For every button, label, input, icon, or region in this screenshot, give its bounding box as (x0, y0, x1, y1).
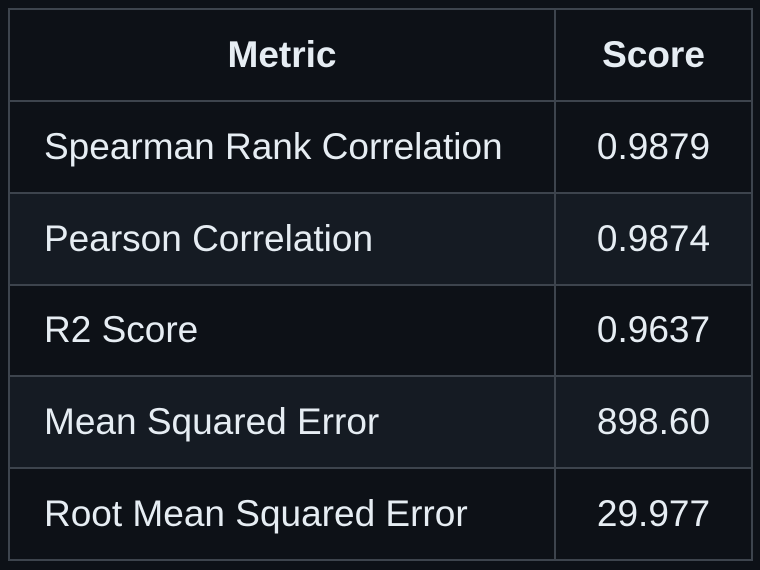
table-row: R2 Score 0.9637 (8, 283, 753, 378)
metric-cell: Mean Squared Error (8, 375, 556, 470)
table-row: Spearman Rank Correlation 0.9879 (8, 100, 753, 194)
metrics-table: Metric Score Spearman Rank Correlation 0… (8, 8, 753, 561)
table-row: Pearson Correlation 0.9874 (8, 191, 753, 286)
metric-cell: Spearman Rank Correlation (8, 100, 556, 194)
header-score: Score (554, 8, 753, 102)
score-cell: 0.9874 (554, 191, 753, 286)
table-row: Mean Squared Error 898.60 (8, 375, 753, 470)
score-cell: 0.9879 (554, 100, 753, 194)
score-cell: 0.9637 (554, 283, 753, 378)
header-row: Metric Score (8, 8, 753, 102)
table-row: Root Mean Squared Error 29.977 (8, 467, 753, 561)
metric-cell: Pearson Correlation (8, 191, 556, 286)
table-body: Spearman Rank Correlation 0.9879 Pearson… (8, 100, 753, 561)
table-header: Metric Score (8, 8, 753, 102)
metric-cell: Root Mean Squared Error (8, 467, 556, 561)
score-cell: 898.60 (554, 375, 753, 470)
metrics-table-container: Metric Score Spearman Rank Correlation 0… (8, 8, 753, 561)
metric-cell: R2 Score (8, 283, 556, 378)
header-metric: Metric (8, 8, 556, 102)
score-cell: 29.977 (554, 467, 753, 561)
